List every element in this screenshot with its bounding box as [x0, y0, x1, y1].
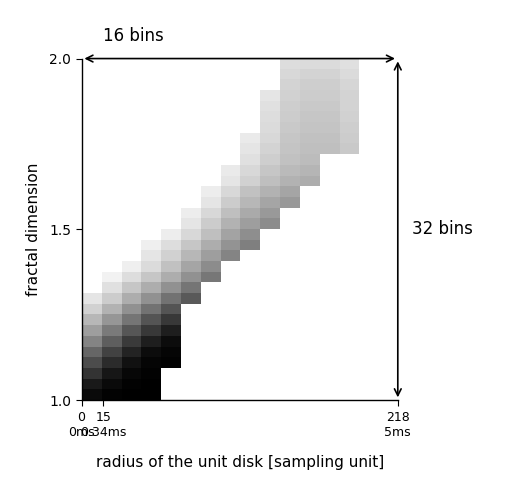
Text: 16 bins: 16 bins	[103, 27, 164, 45]
X-axis label: radius of the unit disk [sampling unit]: radius of the unit disk [sampling unit]	[95, 455, 383, 470]
Text: 32 bins: 32 bins	[411, 221, 472, 238]
Y-axis label: fractal dimension: fractal dimension	[26, 163, 41, 296]
